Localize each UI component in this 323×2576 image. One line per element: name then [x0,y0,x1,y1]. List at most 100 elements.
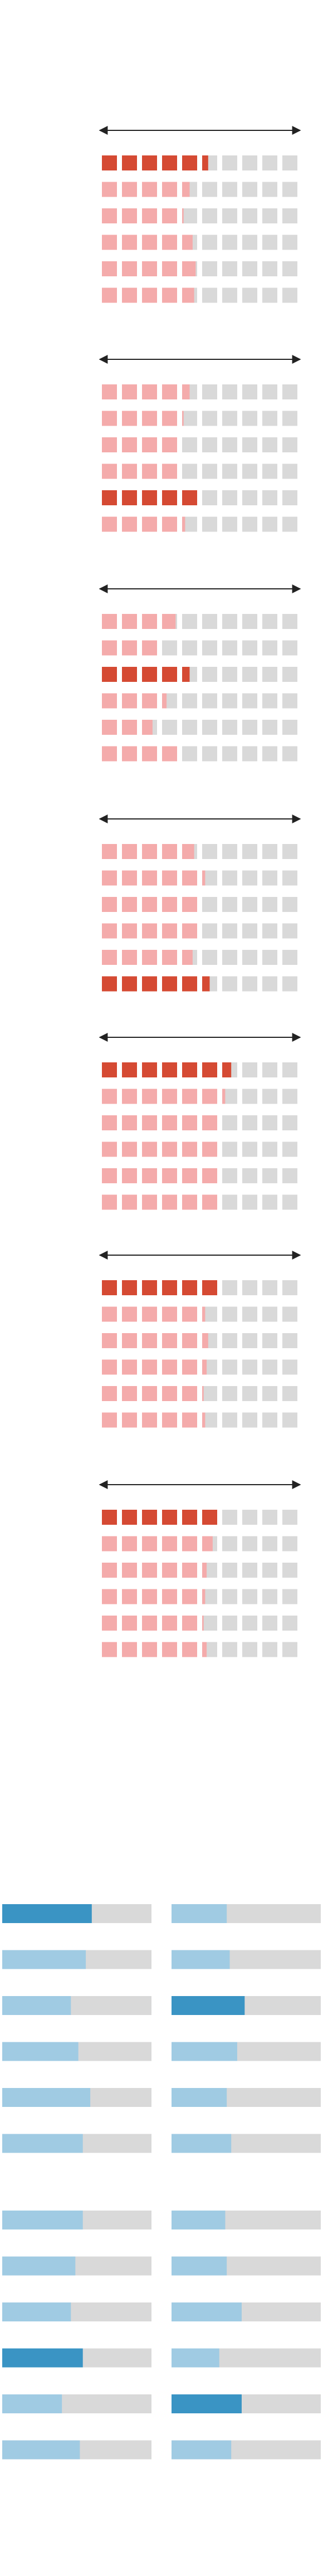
waffle-cell-filled [102,490,117,505]
waffle-cell-filled [102,1089,117,1104]
bar-fill [172,2134,232,2153]
waffle-row [102,693,297,709]
waffle-cell-empty [262,208,277,223]
waffle-row-highlight [102,155,297,170]
waffle-cell-empty [282,437,297,452]
waffle-cell-empty [222,490,237,505]
waffle-cell-empty [282,1141,297,1157]
waffle-cell-filled [162,1333,177,1348]
waffle-cell-filled [102,1510,117,1525]
waffle-cell-filled [122,411,137,426]
waffle-cell-filled [162,1306,177,1322]
waffle-cell-filled [142,1168,157,1183]
waffle-cell-filled [162,1359,177,1375]
waffle-cell-empty [282,464,297,479]
waffle-cell-filled [142,1115,157,1130]
waffle-cell-empty [202,1386,217,1401]
waffle-cell-empty [242,1333,257,1348]
waffle-cell-empty [242,1062,257,1077]
waffle-cell-filled [202,1563,207,1578]
waffle-cell-empty [282,1510,297,1525]
waffle-cell-empty [262,720,277,735]
waffle-cell-filled [142,693,157,709]
waffle-cell-empty [242,870,257,886]
waffle-cell-filled [122,155,137,170]
waffle-cell-empty [202,746,217,762]
waffle-cell-empty [282,411,297,426]
waffle-cell-filled [162,208,177,223]
waffle-cell-empty [262,1616,277,1631]
bar-fill [172,1904,227,1923]
waffle-cell-empty [262,1089,277,1104]
waffle-cell-empty [222,693,237,709]
bar-row [2,2088,151,2107]
bar-fill [2,2042,79,2061]
waffle-cell-filled [102,208,117,223]
bar-row [172,2042,321,2061]
waffle-cell-filled [182,923,197,939]
waffle-cell-filled [122,1412,137,1428]
waffle-cell-empty [242,490,257,505]
waffle-cell-filled [162,1589,177,1604]
waffle-cell-filled [142,720,153,735]
waffle-cell-empty [262,640,277,656]
waffle-cell-empty [242,155,257,170]
waffle-cell-empty [262,976,277,992]
waffle-cell-empty [282,1536,297,1552]
waffle-cell-filled [122,1280,137,1295]
waffle-cell-filled [162,1168,177,1183]
waffle-cell-filled [182,182,190,197]
waffle-cell-empty [222,976,237,992]
waffle-cell-filled [142,1141,157,1157]
bar-fill [2,2440,80,2460]
waffle-cell-empty [242,897,257,912]
waffle-row-highlight [102,1280,297,1295]
waffle-cell-filled [142,1536,157,1552]
waffle-row [102,384,297,399]
waffle-cell-filled [202,1194,217,1210]
waffle-cell-filled [202,1168,217,1183]
waffle-cell-empty [222,261,237,276]
waffle-cell-filled [162,464,177,479]
waffle-cell-empty [262,1563,277,1578]
waffle-cell-filled [102,667,117,682]
waffle-cell-filled [122,950,137,965]
waffle-cell-filled [162,746,177,762]
waffle-cell-empty [262,516,277,532]
waffle-cell-filled [182,667,190,682]
waffle-cell-empty [282,720,297,735]
waffle-cell-filled [142,897,157,912]
waffle-row [102,1194,297,1210]
waffle-row [102,235,297,250]
waffle-cell-empty [242,693,257,709]
waffle-cell-empty [242,1194,257,1210]
waffle-cell-filled [122,746,137,762]
waffle-cell-filled [162,1412,177,1428]
bar-fill-highlight [2,2348,83,2368]
bar-chart [2,1904,321,2460]
bar-row [2,2134,151,2153]
bar-row [2,1996,151,2015]
waffle-cell-filled [122,1194,137,1210]
waffle-cell-empty [222,1536,237,1552]
waffle-cell-empty [182,640,197,656]
waffle-cell-filled [122,897,137,912]
waffle-cell-empty [202,287,217,303]
waffle-cell-empty [262,1115,277,1130]
waffle-cell-filled [162,155,177,170]
waffle-cell-filled [182,1280,197,1295]
waffle-cell-filled [202,976,210,992]
waffle-cell-filled [102,1141,117,1157]
waffle-cell-empty [222,923,237,939]
waffle-cell-empty [242,1280,257,1295]
waffle-group [99,126,301,303]
waffle-cell-empty [262,1642,277,1657]
waffle-cell-empty [202,1616,217,1631]
waffle-group [99,1480,301,1657]
waffle-row [102,1359,297,1375]
waffle-cell-empty [262,1536,277,1552]
waffle-cell-filled [142,1510,157,1525]
waffle-cell-empty [242,437,257,452]
waffle-cell-empty [222,614,237,629]
waffle-cell-filled [122,1510,137,1525]
